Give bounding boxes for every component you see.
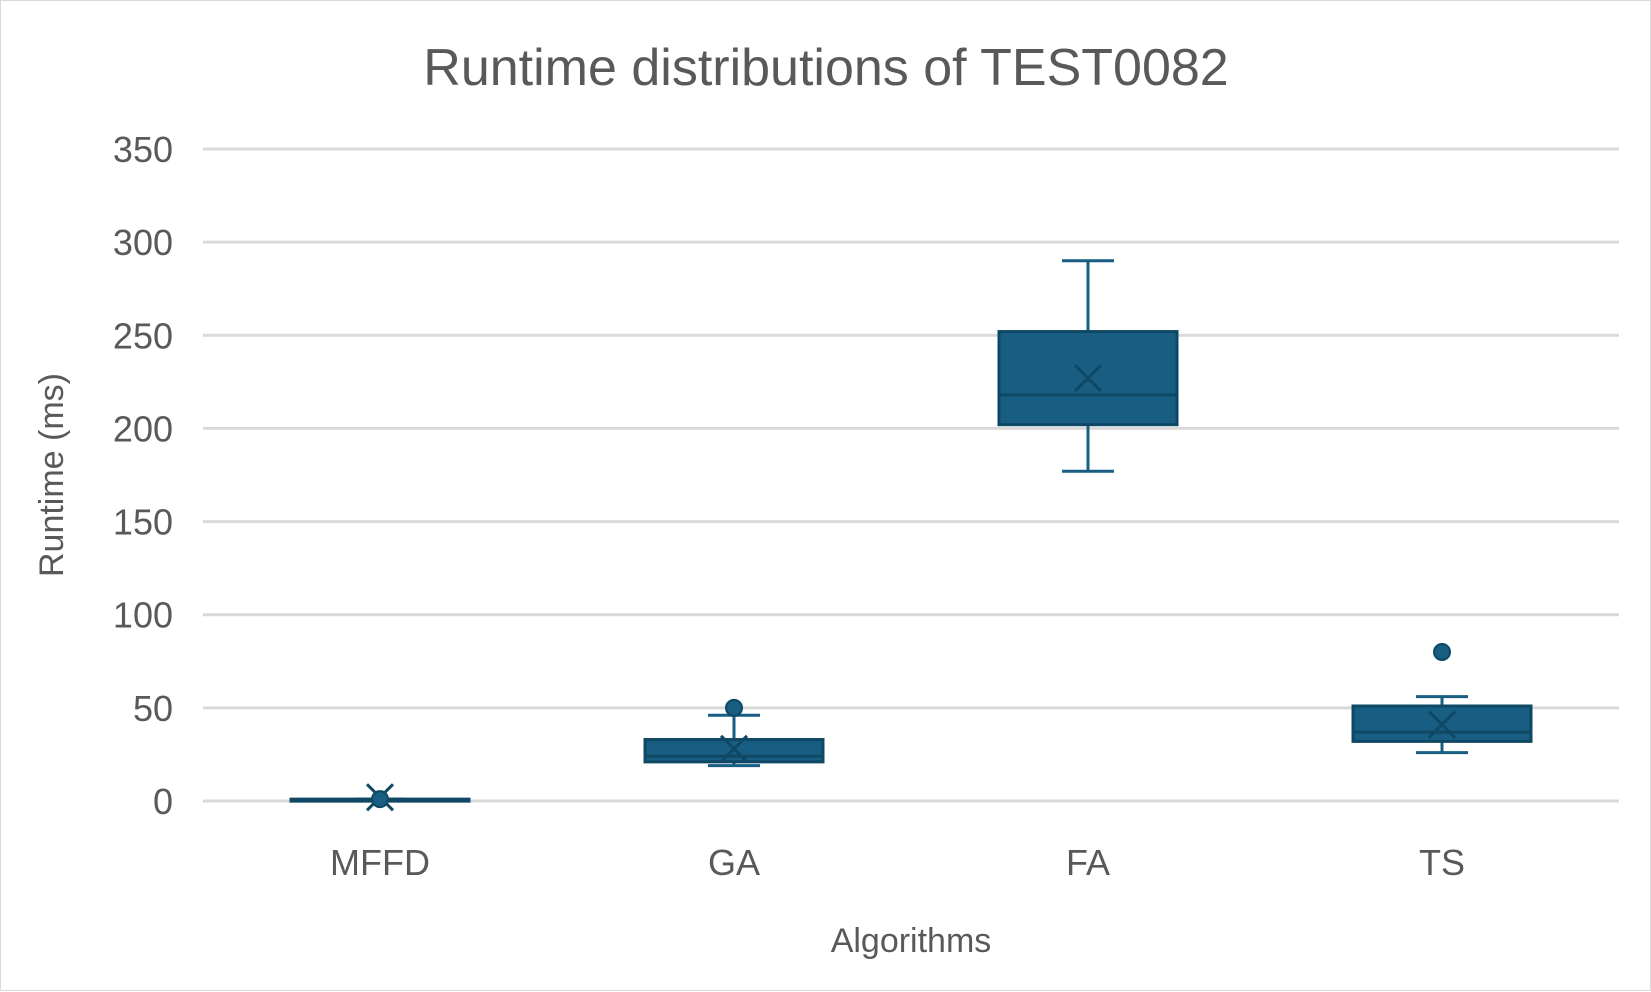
y-axis-title: Runtime (ms) xyxy=(33,373,71,577)
chart-title: Runtime distributions of TEST0082 xyxy=(423,39,1228,97)
mean-marker xyxy=(719,734,749,763)
y-tick-label: 150 xyxy=(113,502,173,543)
boxes xyxy=(289,259,1533,812)
y-tick-label: 200 xyxy=(113,408,173,449)
mean-marker xyxy=(1427,710,1457,739)
y-tick-label: 0 xyxy=(153,781,173,822)
y-tick-label: 250 xyxy=(113,315,173,356)
y-tick-label: 100 xyxy=(113,595,173,636)
x-tick-label: MFFD xyxy=(330,842,430,883)
outlier-point xyxy=(371,790,389,809)
x-axis-title: Algorithms xyxy=(831,922,992,960)
box-MFFD xyxy=(289,783,471,812)
x-tick-label: GA xyxy=(708,842,760,883)
mean-marker xyxy=(1073,364,1103,393)
outlier-point xyxy=(725,698,743,717)
outlier-point xyxy=(1433,642,1451,661)
y-tick-label: 50 xyxy=(133,688,173,729)
x-tick-label: TS xyxy=(1419,842,1465,883)
y-tick-label: 350 xyxy=(113,129,173,170)
box-iqr xyxy=(1351,704,1533,743)
box-GA xyxy=(643,698,825,768)
x-axis-ticks: MFFD GA FA TS xyxy=(330,842,1465,883)
x-tick-label: FA xyxy=(1066,842,1110,883)
gridlines xyxy=(203,147,1619,803)
y-tick-label: 300 xyxy=(113,222,173,263)
y-axis-ticks: 0 50 100 150 200 250 300 350 xyxy=(113,129,173,822)
box-TS xyxy=(1351,642,1533,755)
box-FA xyxy=(997,259,1179,473)
